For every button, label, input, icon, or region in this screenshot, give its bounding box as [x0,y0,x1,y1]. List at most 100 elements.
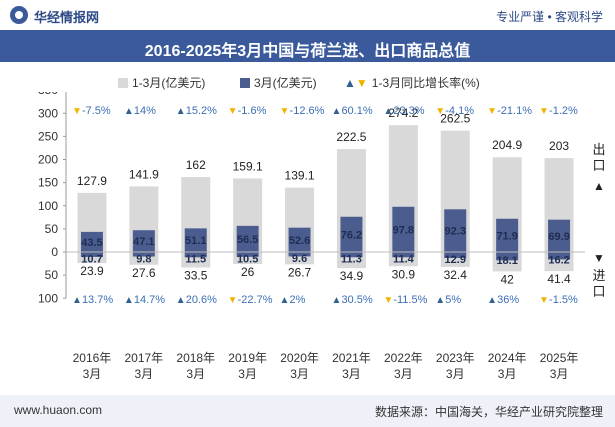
import-cumulative-label: 42 [500,272,514,286]
export-cumulative-label: 139.1 [285,169,315,183]
import-month-label: 9.8 [136,253,151,265]
export-cumulative-label: 274.2 [388,106,418,120]
import-cumulative-label: 26.7 [288,265,312,279]
import-side-label: 口 [592,284,605,299]
y-tick-label: 300 [38,106,58,120]
import-cumulative-label: 26 [241,265,255,279]
import-month-bar [184,252,207,258]
x-category-label: 3月 [550,367,569,381]
import-month-bar [132,252,155,257]
x-category-label: 2020年 [280,351,319,365]
export-growth-label: -12.6% [290,105,325,117]
y-tick-label: 350 [38,92,58,97]
import-month-label: 12.9 [445,254,466,266]
import-growth-label: 13.7% [82,294,113,306]
growth-up-arrow-icon: ▲ [435,295,445,306]
x-category-label: 3月 [394,367,413,381]
x-category-label: 3月 [446,367,465,381]
export-month-bar [132,230,155,252]
growth-down-arrow-icon: ▼ [280,106,290,117]
export-side-label: 口 [592,158,605,173]
website-url: www.huaon.com [14,403,103,417]
export-cumulative-label: 141.9 [129,167,159,181]
import-month-bar [80,252,103,257]
export-month-bar [444,209,467,252]
y-tick-label: 250 [38,129,58,143]
legend-up-arrow-icon: ▲ [344,76,356,90]
y-tick-label: 150 [38,176,58,190]
export-cumulative-label: 162 [186,158,206,172]
import-month-bar [288,252,311,257]
x-category-label: 3月 [135,367,154,381]
import-growth-label: 5% [445,294,461,306]
x-category-label: 2019年 [228,351,267,365]
title-bar [0,30,615,62]
growth-up-arrow-icon: ▲ [124,295,134,306]
x-category-label: 2021年 [332,351,371,365]
export-month-bar [80,231,103,252]
import-growth-label: -22.7% [238,294,273,306]
export-growth-label: -21.1% [497,105,532,117]
growth-down-arrow-icon: ▼ [539,295,549,306]
legend-swatch-cumulative [118,78,128,88]
import-cumulative-label: 30.9 [392,267,416,281]
import-cumulative-bar [77,252,107,264]
export-month-label: 43.5 [81,237,102,249]
y-tick-label: 100 [38,291,58,305]
import-growth-label: 30.5% [341,294,372,306]
export-growth-label: -1.2% [549,105,578,117]
export-month-label: 47.1 [133,236,154,248]
import-month-bar [392,252,415,258]
export-cumulative-label: 159.1 [233,159,263,173]
legend-label-growth: 1-3月同比增长率(%) [371,76,480,90]
export-cumulative-label: 204.9 [492,138,522,152]
export-growth-label: -7.5% [82,105,111,117]
y-tick-label: 200 [38,153,58,167]
export-cumulative-label: 203 [549,139,569,153]
export-growth-label: 15.2% [186,105,217,117]
x-category-label: 3月 [238,367,257,381]
import-side-arrow-icon: ▼ [593,251,605,265]
legend-label-cumulative: 1-3月(亿美元) [132,76,206,90]
export-side-arrow-icon: ▲ [593,179,605,193]
huajing-logo-icon [10,6,28,24]
export-cumulative-label: 127.9 [77,174,107,188]
import-side-label: 进 [592,268,605,283]
export-month-label: 76.2 [341,229,362,241]
growth-up-arrow-icon: ▲ [280,295,290,306]
x-category-label: 3月 [186,367,205,381]
import-cumulative-label: 34.9 [340,269,364,283]
export-growth-label: 60.1% [341,105,372,117]
export-month-bar [288,227,311,252]
export-growth-label: -4.1% [445,105,474,117]
import-month-bar [444,252,467,258]
export-cumulative-label: 262.5 [440,112,470,126]
x-category-label: 3月 [83,367,102,381]
growth-down-arrow-icon: ▼ [383,295,393,306]
import-growth-label: 36% [497,294,519,306]
import-month-bar [548,252,571,260]
import-month-label: 11.5 [185,254,206,266]
data-source: 数据来源：中国海关，华经产业研究院整理 [374,405,603,419]
import-growth-label: 2% [290,294,306,306]
export-month-label: 69.9 [548,231,569,243]
legend-cumulative: 1-3月(亿美元) [118,74,205,91]
x-category-label: 2017年 [124,351,163,365]
growth-up-arrow-icon: ▲ [383,106,393,117]
footer: www.huaon.com 数据来源：中国海关，华经产业研究院整理 [0,395,615,427]
export-growth-label: -1.6% [238,105,267,117]
export-month-bar [392,206,415,252]
export-month-bar [496,218,519,252]
export-growth-label: 14% [134,105,156,117]
import-month-bar [340,252,363,258]
export-month-label: 92.3 [445,226,466,238]
export-month-label: 51.1 [185,235,206,247]
growth-down-arrow-icon: ▼ [435,106,445,117]
y-tick-label: 50 [45,268,59,282]
y-tick-label: 0 [51,245,58,259]
chart-title: 2016-2025年3月中国与荷兰进、出口商品总值 [144,43,471,60]
legend-swatch-month [240,78,250,88]
import-month-label: 10.7 [81,253,102,265]
export-month-label: 56.5 [237,234,258,246]
growth-up-arrow-icon: ▲ [72,295,82,306]
